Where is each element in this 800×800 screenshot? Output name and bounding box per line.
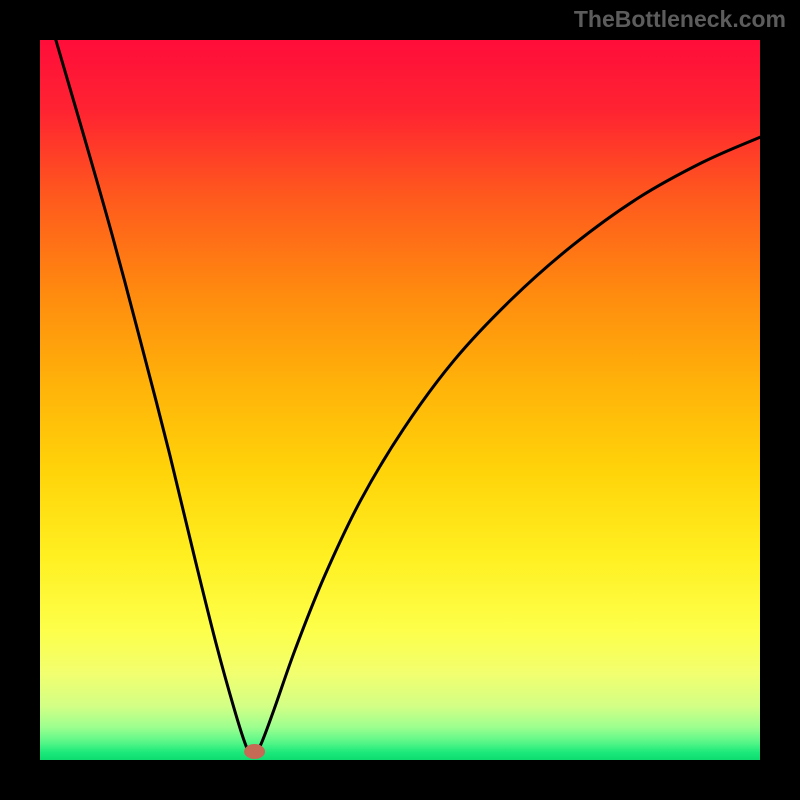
bottleneck-chart: [0, 0, 800, 800]
gradient-background: [40, 40, 760, 760]
optimal-point-marker: [245, 745, 265, 759]
chart-container: TheBottleneck.com: [0, 0, 800, 800]
